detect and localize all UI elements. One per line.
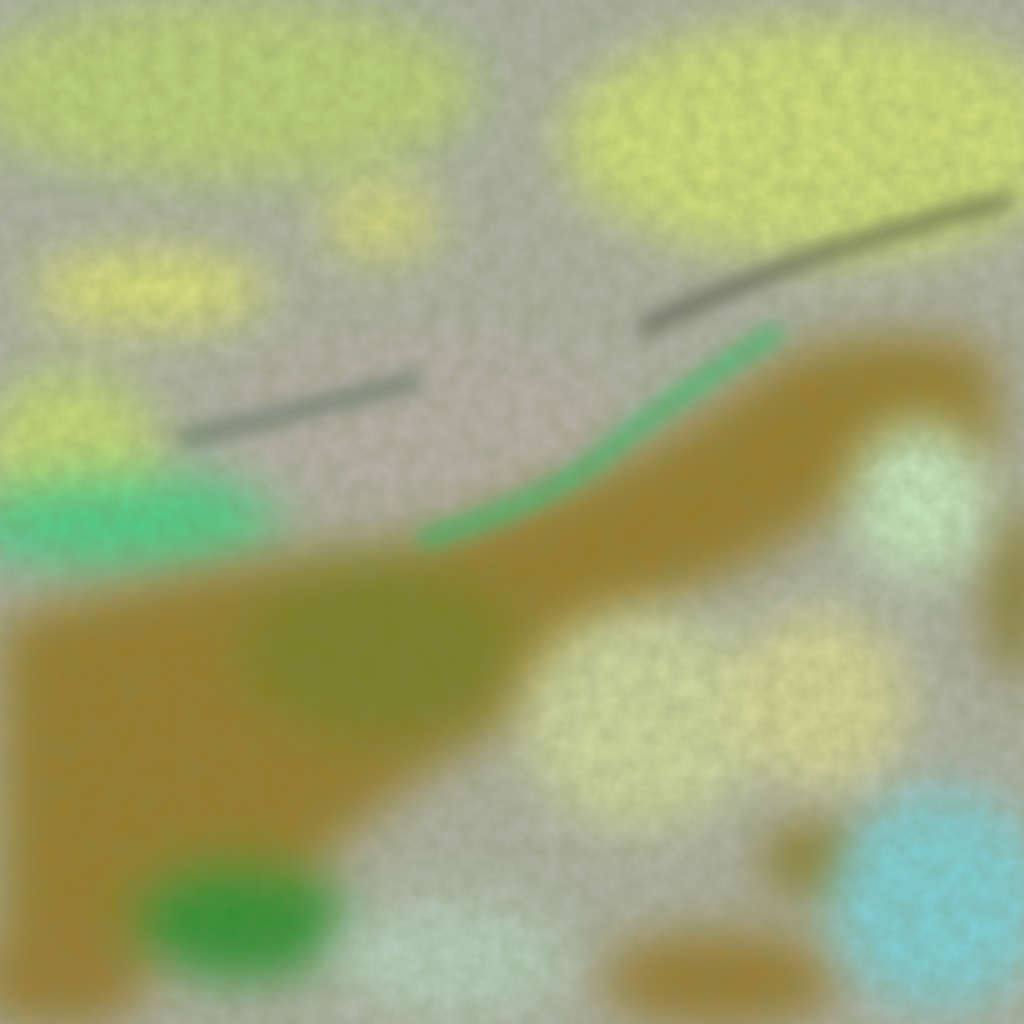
texture-overlay [0,0,1024,1024]
satellite-image [0,0,1024,1024]
